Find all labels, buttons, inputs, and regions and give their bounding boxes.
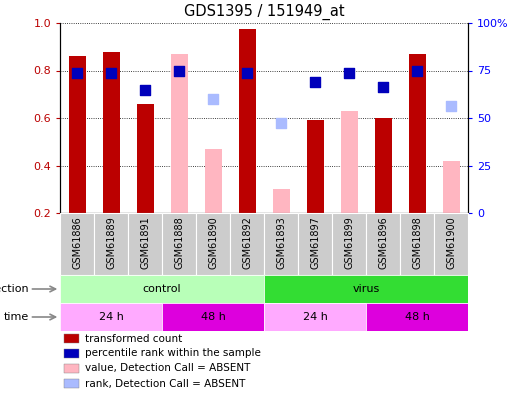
Text: 48 h: 48 h [201,312,225,322]
Bar [204,149,222,213]
Point [345,70,354,76]
Text: GSM61891: GSM61891 [140,216,150,269]
Text: GSM61892: GSM61892 [242,216,252,269]
Point [277,119,286,126]
Bar [264,275,468,303]
Text: 24 h: 24 h [303,312,327,322]
Bar [94,213,128,275]
Point [379,84,388,90]
Bar [64,334,79,343]
Text: value, Detection Call = ABSENT: value, Detection Call = ABSENT [85,364,251,373]
Text: GSM61890: GSM61890 [208,216,218,269]
Point [107,70,116,76]
Text: rank, Detection Call = ABSENT: rank, Detection Call = ABSENT [85,379,245,388]
Text: GSM61898: GSM61898 [412,216,422,269]
Bar [272,189,290,213]
Bar [60,213,94,275]
Text: 24 h: 24 h [99,312,123,322]
Bar [298,213,332,275]
Text: percentile rank within the sample: percentile rank within the sample [85,348,261,358]
Point [413,67,422,74]
Text: virus: virus [353,284,380,294]
Bar [238,29,256,213]
Bar [230,213,264,275]
Bar [103,51,120,213]
Bar [196,213,230,275]
Bar [64,379,79,388]
Bar [170,54,188,213]
Bar [60,303,162,331]
Text: control: control [143,284,181,294]
Point [141,86,150,93]
Bar [128,213,162,275]
Text: GSM61896: GSM61896 [378,216,388,269]
Point [311,79,320,85]
Bar [340,111,358,213]
Bar [306,120,324,213]
Bar [408,54,426,213]
Text: GSM61888: GSM61888 [174,216,184,269]
Bar [366,213,400,275]
Bar [264,213,298,275]
Point [447,103,456,109]
Point [209,96,218,102]
Bar [374,118,392,213]
Bar [64,349,79,358]
Bar [366,303,468,331]
Bar [400,213,434,275]
Point [73,70,82,76]
Text: GSM61897: GSM61897 [310,216,320,269]
Text: GSM61889: GSM61889 [106,216,116,269]
Text: infection: infection [0,284,29,294]
Text: 48 h: 48 h [405,312,429,322]
Bar [137,104,154,213]
Bar [332,213,366,275]
Text: GSM61900: GSM61900 [446,216,456,269]
Bar [162,303,264,331]
Text: GSM61899: GSM61899 [344,216,354,269]
Text: time: time [4,312,29,322]
Text: transformed count: transformed count [85,333,183,343]
Bar [69,56,86,213]
Text: GSM61886: GSM61886 [72,216,82,269]
Text: GSM61893: GSM61893 [276,216,286,269]
Bar [442,161,460,213]
Point [243,70,252,76]
Bar [264,303,366,331]
Bar [162,213,196,275]
Bar [60,275,264,303]
Bar [64,364,79,373]
Bar [434,213,468,275]
Title: GDS1395 / 151949_at: GDS1395 / 151949_at [184,4,345,20]
Point [175,67,184,74]
